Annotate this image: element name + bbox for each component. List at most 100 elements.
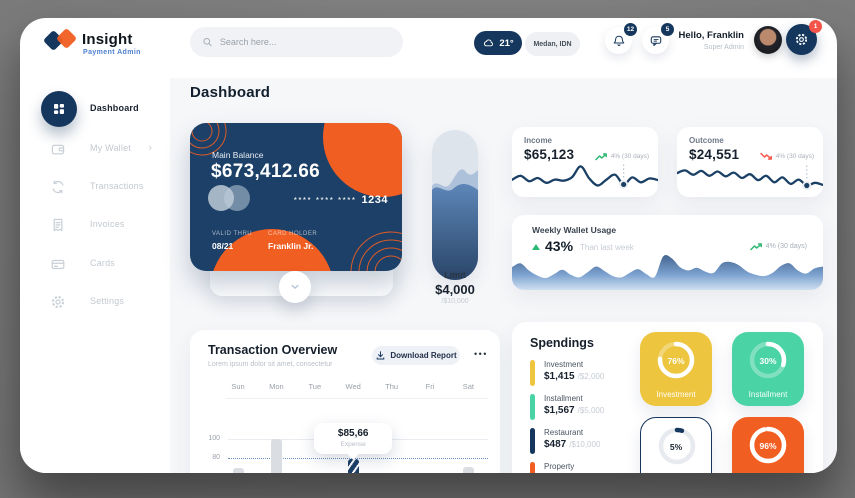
messages-button[interactable]: 5	[642, 23, 674, 54]
download-icon	[377, 351, 385, 360]
brand-name: Insight	[82, 31, 133, 48]
bar-mon[interactable]	[270, 439, 282, 473]
spending-name: Investment	[544, 360, 584, 369]
spending-limit: /$5,000	[577, 406, 605, 415]
day-label-thu: Thu	[385, 382, 399, 391]
download-report-button[interactable]: Download Report	[372, 346, 460, 365]
limit-amount: $4,000	[435, 282, 475, 297]
day-label-sat: Sat	[462, 382, 475, 391]
sidebar-item-label: Dashboard	[90, 103, 139, 113]
donut-investment	[657, 341, 695, 379]
tile-label: Installment	[748, 390, 788, 399]
sidebar: Dashboard My Wallet › Transactions	[20, 78, 170, 473]
search-bar[interactable]	[190, 27, 403, 57]
sidebar-item-settings[interactable]: Settings	[20, 283, 170, 321]
more-options-button[interactable]: •••	[474, 349, 488, 359]
bar-sun[interactable]	[232, 467, 244, 473]
trend-down-icon	[759, 152, 772, 160]
sidebar-item-label: Cards	[90, 258, 116, 268]
spending-color-bar	[530, 394, 535, 420]
sparkline-path	[677, 169, 823, 187]
chevron-down-icon	[291, 284, 299, 289]
spending-tile-restaurant: 5% Restaurant	[640, 417, 712, 473]
bar-wed[interactable]	[347, 458, 359, 473]
valid-thru-value: 08/21	[212, 241, 234, 251]
transactions-icon	[50, 179, 66, 195]
sidebar-item-my-wallet[interactable]: My Wallet ›	[20, 130, 170, 168]
transaction-overview-card: Transaction Overview Lorem ipsum dolor s…	[190, 330, 500, 473]
spending-limit: /$2,000	[577, 372, 605, 381]
weekly-title: Weekly Wallet Usage	[532, 225, 617, 235]
spending-name: Installment	[544, 394, 583, 403]
transaction-overview-subtitle: Lorem ipsum dolor sit amet, consectetur	[208, 361, 333, 368]
cloud-icon	[484, 39, 494, 46]
tooltip-value: $85,66	[337, 428, 369, 439]
outcome-trend-label: 4% (30 days)	[775, 153, 814, 160]
income-trend: 4% (30 days)	[594, 152, 649, 161]
spending-tile-investment: 76% Investment	[640, 332, 712, 406]
dotted-gridline	[228, 458, 488, 459]
tile-percent: 30%	[759, 356, 777, 366]
sidebar-item-transactions[interactable]: Transactions	[20, 168, 170, 206]
spendings-card: Spendings Investment $1,415/$2,000 Insta…	[512, 322, 823, 473]
avatar[interactable]	[754, 26, 782, 54]
spending-item-installment: Installment $1,567/$5,000	[530, 392, 635, 424]
sidebar-item-cards[interactable]: Cards	[20, 245, 170, 283]
search-input[interactable]	[219, 37, 391, 47]
settings-badge: 1	[809, 20, 822, 33]
spending-limit: /$10,000	[569, 440, 601, 449]
weekly-trend-label: 4% (30 days)	[765, 243, 807, 250]
spending-color-bar	[530, 360, 535, 386]
user-role: Super Admin	[703, 44, 744, 51]
spending-item-restaurant: Restaurant $487/$10,000	[530, 426, 635, 458]
donut-installment	[749, 341, 787, 379]
sidebar-item-invoices[interactable]: Invoices	[20, 206, 170, 244]
day-label-fri: Fri	[425, 382, 435, 391]
day-label-mon: Mon	[269, 382, 284, 391]
sidebar-item-dashboard[interactable]: Dashboard	[20, 90, 170, 128]
bar-sat[interactable]	[462, 466, 474, 473]
settings-button[interactable]: 1	[786, 20, 822, 55]
limit-wave-chart	[432, 169, 478, 280]
chart-tooltip: $85,66 Expense	[314, 423, 393, 454]
weekly-trend: 4% (30 days)	[750, 242, 807, 251]
balance-card-decoration	[190, 123, 402, 271]
valid-thru-label: VALID THRU	[212, 231, 253, 237]
invoice-icon	[50, 217, 66, 233]
card-holder-value: Franklin Jr.	[268, 241, 314, 251]
day-label-tue: Tue	[308, 382, 322, 391]
card-holder-label: CARD HOLDER	[268, 231, 318, 237]
outcome-card: Outcome $24,551 4% (30 days)	[677, 127, 823, 197]
spending-item-property: Property	[530, 460, 635, 473]
y-axis-label: 100	[208, 435, 220, 442]
notifications-button[interactable]: 12	[605, 23, 637, 54]
wallet-icon	[50, 141, 66, 157]
location-label: Medan, IDN	[533, 40, 572, 48]
marker-dot	[621, 181, 627, 188]
transaction-overview-title: Transaction Overview	[208, 343, 338, 357]
y-axis-label: 80	[212, 454, 220, 461]
chevron-right-icon: ›	[148, 142, 152, 154]
location-chip[interactable]: Medan, IDN	[525, 32, 580, 56]
card-icon	[50, 256, 66, 272]
gear-icon	[795, 33, 808, 46]
spending-tile-installment: 30% Installment	[732, 332, 804, 406]
expand-card-button[interactable]	[279, 271, 311, 303]
income-sparkline	[512, 163, 658, 189]
search-icon	[203, 37, 212, 47]
brand-tagline: Payment Admin	[83, 49, 141, 56]
tooltip-label: Expense	[340, 441, 366, 448]
balance-label: Main Balance	[212, 150, 264, 160]
weather-chip[interactable]: 21°	[474, 31, 522, 55]
logo-diamond-orange	[55, 27, 78, 50]
spending-tile-property: 96% Property	[732, 417, 804, 473]
day-label-sun: Sun	[231, 382, 245, 391]
dashboard-icon	[41, 91, 77, 127]
spending-amount: $487	[544, 439, 567, 450]
weekly-percent: 43%	[545, 238, 574, 254]
outcome-trend: 4% (30 days)	[759, 152, 814, 161]
sidebar-item-label: My Wallet	[90, 143, 131, 153]
limit-gauge	[432, 130, 478, 280]
trend-up-icon	[594, 153, 607, 161]
limit-total: /$10,000	[441, 298, 469, 305]
